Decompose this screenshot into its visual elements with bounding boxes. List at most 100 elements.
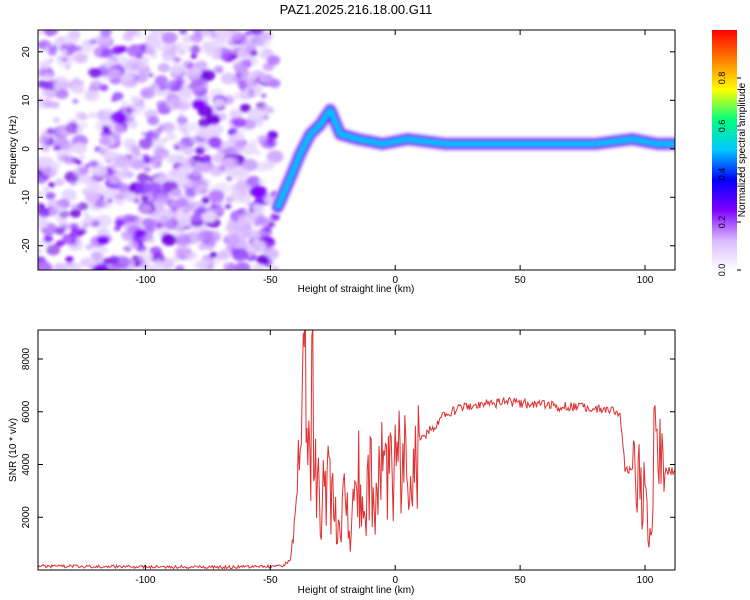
- noise-blob: [191, 99, 206, 110]
- noise-blob: [182, 34, 193, 43]
- noise-blob: [100, 30, 112, 37]
- noise-blob: [38, 60, 52, 70]
- noise-blob: [263, 74, 274, 82]
- noise-blob: [270, 213, 280, 221]
- noise-blob: [55, 88, 69, 100]
- noise-blob: [184, 67, 202, 81]
- noise-blob: [196, 177, 212, 190]
- noise-blob: [117, 183, 131, 193]
- noise-blob: [65, 256, 74, 263]
- noise-blob: [42, 30, 58, 37]
- noise-blob: [88, 112, 97, 119]
- noise-blob: [108, 123, 125, 136]
- spectrogram-y-tick-label: 0: [21, 146, 32, 152]
- noise-blob: [174, 41, 191, 54]
- noise-blob: [139, 204, 153, 214]
- noise-blob: [122, 32, 135, 42]
- noise-blob: [185, 187, 198, 198]
- noise-blob: [233, 141, 246, 150]
- noise-blob: [150, 218, 166, 230]
- noise-blob: [185, 122, 199, 132]
- noise-blob: [123, 138, 136, 149]
- noise-blob: [263, 226, 272, 233]
- noise-blob: [84, 163, 91, 168]
- snr-x-tick-label: 0: [392, 575, 398, 586]
- noise-blob: [48, 182, 56, 188]
- noise-blob: [112, 91, 124, 101]
- colorbar-tick-label: 0.8: [717, 72, 727, 85]
- noise-blob: [38, 136, 50, 145]
- noise-blob: [75, 159, 83, 165]
- noise-blob: [205, 44, 222, 58]
- spectrogram-x-tick-label: -100: [135, 275, 155, 286]
- noise-blob: [98, 246, 109, 254]
- noise-blob: [38, 261, 53, 270]
- noise-blob: [103, 150, 117, 161]
- noise-blob: [39, 204, 46, 209]
- noise-blob: [170, 188, 183, 198]
- noise-blob: [175, 223, 184, 230]
- noise-blob: [183, 131, 190, 137]
- noise-blob: [151, 30, 166, 36]
- noise-blob: [113, 225, 122, 232]
- noise-blob: [233, 92, 242, 100]
- noise-blob: [149, 182, 163, 193]
- spectrogram-frame: [37, 29, 676, 271]
- noise-blob: [200, 69, 216, 81]
- noise-blob: [45, 192, 56, 200]
- noise-blob: [166, 154, 181, 165]
- noise-blob: [99, 84, 109, 92]
- noise-blob: [246, 203, 252, 208]
- noise-blob: [223, 233, 240, 247]
- spectrogram-y-tick-label: -10: [21, 190, 32, 205]
- noise-blob: [191, 78, 208, 92]
- spectrogram-x-tick-label: 0: [392, 275, 398, 286]
- noise-blob: [213, 65, 224, 74]
- noise-blob: [253, 247, 262, 254]
- noise-blob: [267, 221, 276, 228]
- noise-blob: [85, 191, 101, 204]
- spectrogram-x-tick-label: 50: [515, 275, 527, 286]
- noise-blob: [101, 257, 111, 265]
- noise-blob: [153, 194, 169, 206]
- noise-blob: [57, 123, 75, 137]
- noise-blob: [220, 141, 230, 149]
- noise-blob: [69, 180, 77, 186]
- noise-blob: [196, 127, 212, 139]
- noise-blob: [93, 246, 99, 251]
- noise-blob: [147, 116, 160, 126]
- noise-blob: [38, 191, 44, 196]
- noise-blob: [154, 75, 168, 86]
- noise-blob: [202, 211, 217, 223]
- noise-blob: [231, 248, 249, 262]
- noise-blob: [182, 146, 195, 156]
- noise-blob: [257, 134, 268, 143]
- noise-blob: [239, 128, 245, 133]
- noise-blob: [120, 169, 132, 179]
- noise-blob: [90, 251, 103, 261]
- noise-blob: [242, 158, 258, 172]
- noise-blob: [153, 130, 160, 135]
- noise-blob: [89, 68, 103, 79]
- noise-blob: [194, 146, 206, 155]
- noise-blob: [257, 122, 264, 127]
- noise-blob: [55, 240, 65, 247]
- noise-blob: [70, 262, 82, 270]
- noise-blob: [122, 232, 134, 241]
- noise-blob: [127, 120, 139, 129]
- noise-blob: [217, 30, 231, 38]
- noise-blob: [145, 36, 161, 48]
- spectrogram-x-axis: -100 -50 0 50 100: [135, 30, 654, 286]
- noise-blob: [221, 157, 235, 169]
- noise-blob: [158, 83, 168, 91]
- noise-blob: [170, 201, 178, 207]
- noise-blob: [201, 154, 212, 163]
- noise-blob: [247, 92, 256, 98]
- noise-blob: [74, 166, 89, 178]
- noise-blob: [267, 55, 281, 66]
- spectrogram-y-tick-label: -20: [21, 238, 32, 253]
- noise-blob: [38, 159, 50, 170]
- colorbar-ticks: 0.0 0.2 0.4 0.6 0.8: [717, 72, 741, 276]
- colorbar-label: Normalized spectral amplitude: [737, 82, 748, 217]
- noise-blob: [260, 93, 267, 98]
